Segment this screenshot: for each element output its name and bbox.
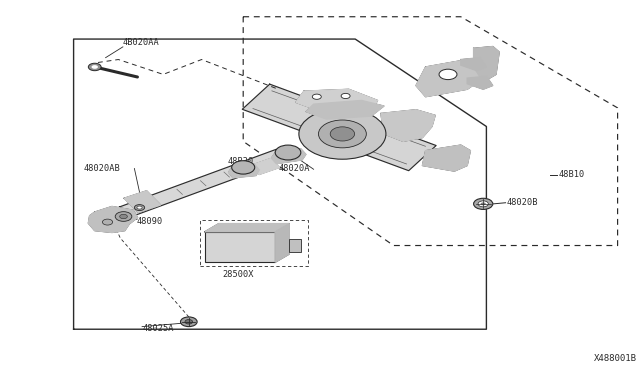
- Circle shape: [180, 317, 197, 327]
- Text: 48090: 48090: [137, 217, 163, 226]
- Text: 48B30: 48B30: [228, 157, 254, 166]
- Polygon shape: [381, 110, 435, 141]
- Circle shape: [102, 219, 113, 225]
- Polygon shape: [124, 191, 161, 212]
- Text: 48025A: 48025A: [142, 324, 173, 333]
- Bar: [289, 239, 301, 252]
- Circle shape: [330, 127, 355, 141]
- Circle shape: [185, 320, 193, 324]
- Circle shape: [137, 206, 142, 209]
- Bar: [205, 232, 275, 262]
- Polygon shape: [88, 206, 138, 232]
- Circle shape: [92, 65, 98, 69]
- Circle shape: [88, 63, 101, 71]
- Polygon shape: [296, 89, 378, 113]
- Circle shape: [439, 69, 457, 80]
- Polygon shape: [422, 145, 470, 171]
- Circle shape: [481, 202, 486, 205]
- Text: 48B10: 48B10: [558, 170, 584, 179]
- Circle shape: [312, 94, 321, 99]
- Polygon shape: [205, 224, 289, 232]
- Polygon shape: [467, 76, 493, 89]
- Polygon shape: [243, 84, 436, 171]
- Polygon shape: [306, 100, 384, 119]
- Text: 4B020AA: 4B020AA: [123, 38, 159, 46]
- Polygon shape: [250, 158, 280, 174]
- Circle shape: [341, 93, 350, 99]
- Polygon shape: [275, 224, 289, 262]
- Circle shape: [120, 214, 127, 219]
- Text: X488001B: X488001B: [594, 354, 637, 363]
- Polygon shape: [461, 58, 486, 71]
- Circle shape: [134, 205, 145, 211]
- Circle shape: [474, 198, 493, 209]
- Polygon shape: [474, 46, 499, 82]
- Polygon shape: [119, 149, 287, 217]
- Circle shape: [275, 145, 301, 160]
- Text: 28500X: 28500X: [223, 270, 254, 279]
- Circle shape: [115, 212, 132, 221]
- Polygon shape: [416, 60, 483, 97]
- Text: 48020AB: 48020AB: [83, 164, 120, 173]
- Circle shape: [232, 161, 255, 174]
- Text: 48020B: 48020B: [507, 198, 538, 207]
- Polygon shape: [271, 149, 306, 164]
- Circle shape: [319, 120, 366, 148]
- Circle shape: [299, 109, 386, 159]
- Polygon shape: [228, 164, 259, 178]
- Circle shape: [478, 201, 488, 207]
- Text: 48020A: 48020A: [279, 164, 310, 173]
